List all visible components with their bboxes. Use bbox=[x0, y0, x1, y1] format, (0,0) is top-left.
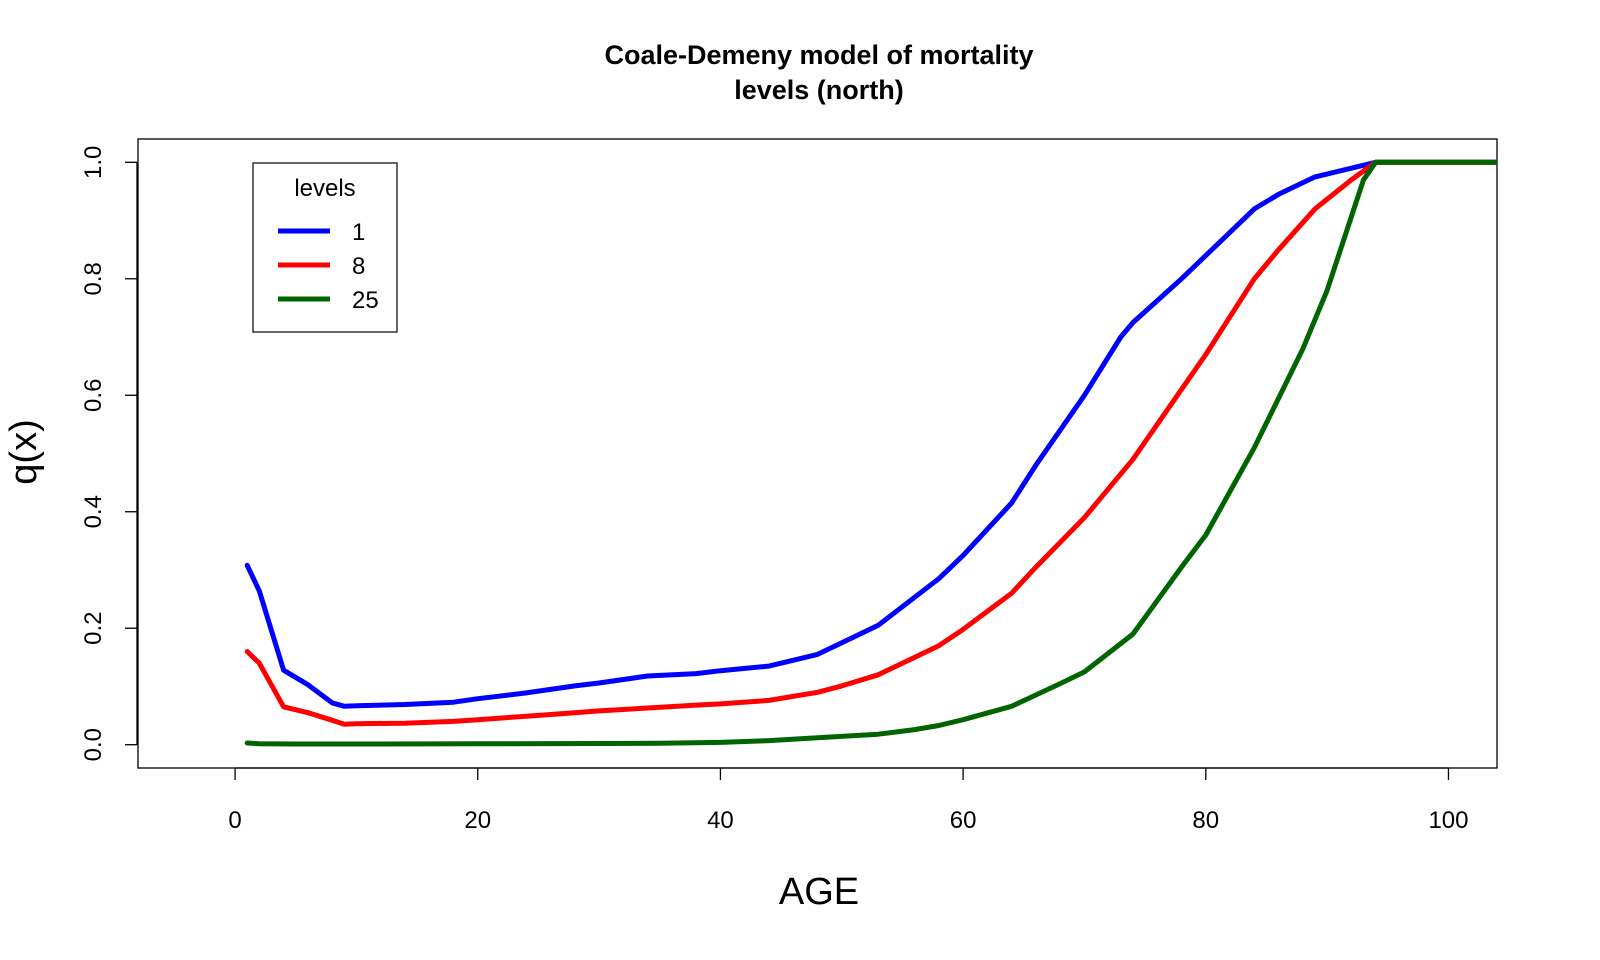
x-tick-label: 0 bbox=[228, 807, 241, 834]
series-line-8 bbox=[244, 159, 1497, 727]
series-line-1 bbox=[244, 159, 1497, 709]
y-axis-title: q(x) bbox=[3, 419, 45, 484]
chart-title-line-2: levels (north) bbox=[734, 75, 904, 105]
y-tick-label: 1.0 bbox=[80, 146, 107, 179]
x-tick-label: 80 bbox=[1192, 807, 1219, 834]
x-tick-label: 60 bbox=[950, 807, 977, 834]
legend-label-8: 8 bbox=[352, 253, 365, 280]
legend-label-1: 1 bbox=[352, 219, 365, 246]
y-tick-label: 0.4 bbox=[80, 495, 107, 528]
legend-title: levels bbox=[294, 175, 355, 202]
series-line-25 bbox=[244, 159, 1497, 747]
legend: levels 1 8 25 bbox=[252, 162, 398, 333]
series-group bbox=[244, 159, 1497, 747]
legend-box bbox=[252, 162, 398, 333]
x-tick-label: 20 bbox=[464, 807, 491, 834]
y-axis: 0.0 0.2 0.4 0.6 0.8 1.0 bbox=[80, 146, 138, 761]
chart-title-line-1: Coale-Demeny model of mortality bbox=[604, 40, 1033, 70]
x-axis-title: AGE bbox=[779, 871, 859, 913]
y-tick-label: 0.2 bbox=[80, 612, 107, 645]
y-tick-label: 0.6 bbox=[80, 379, 107, 412]
x-tick-label: 100 bbox=[1428, 807, 1468, 834]
legend-label-25: 25 bbox=[352, 287, 379, 314]
y-tick-label: 0.8 bbox=[80, 262, 107, 295]
x-axis: 0 20 40 60 80 100 bbox=[228, 767, 1468, 834]
x-tick-label: 40 bbox=[707, 807, 734, 834]
y-tick-label: 0.0 bbox=[80, 728, 107, 761]
